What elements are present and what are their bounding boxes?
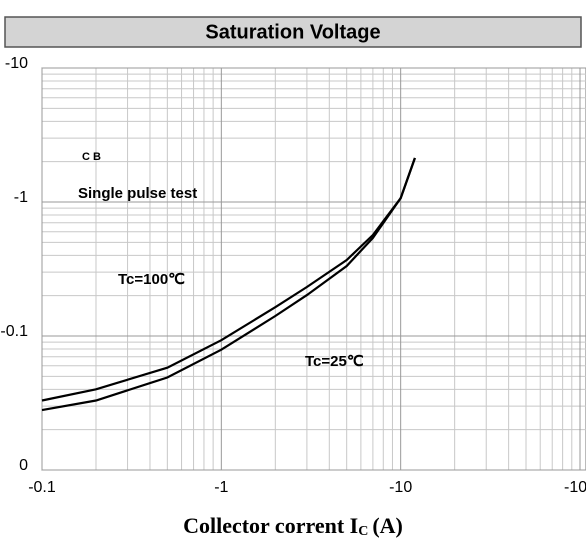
series-label: Tc=25℃ xyxy=(305,353,364,370)
x-tick-label: -10 xyxy=(389,479,412,496)
plot xyxy=(41,157,416,412)
y-tick-label: 0 xyxy=(19,457,28,474)
x-tick-label: -1 xyxy=(214,479,228,496)
annotation: Single pulse test xyxy=(78,185,197,202)
x-tick-label: -0.1 xyxy=(28,479,56,496)
x-tick-label: -100 xyxy=(564,479,586,496)
chart-title: Saturation Voltage xyxy=(205,21,380,43)
x-label-unit: (A) xyxy=(372,513,403,538)
y-tick-label: -0.1 xyxy=(0,323,28,340)
series-line xyxy=(41,157,416,412)
x-axis-label: Collector corrent IC (A) xyxy=(183,513,403,539)
y-tick-label: -10 xyxy=(5,55,28,72)
x-label-text: Collector corrent I xyxy=(183,513,358,538)
annotation: C B xyxy=(82,151,101,163)
y-tick-label: -1 xyxy=(14,189,28,206)
series-label: Tc=100℃ xyxy=(118,271,185,288)
grid xyxy=(41,67,586,471)
plot-area xyxy=(41,67,586,471)
x-label-subscript: C xyxy=(358,524,368,539)
title-box xyxy=(4,16,582,48)
